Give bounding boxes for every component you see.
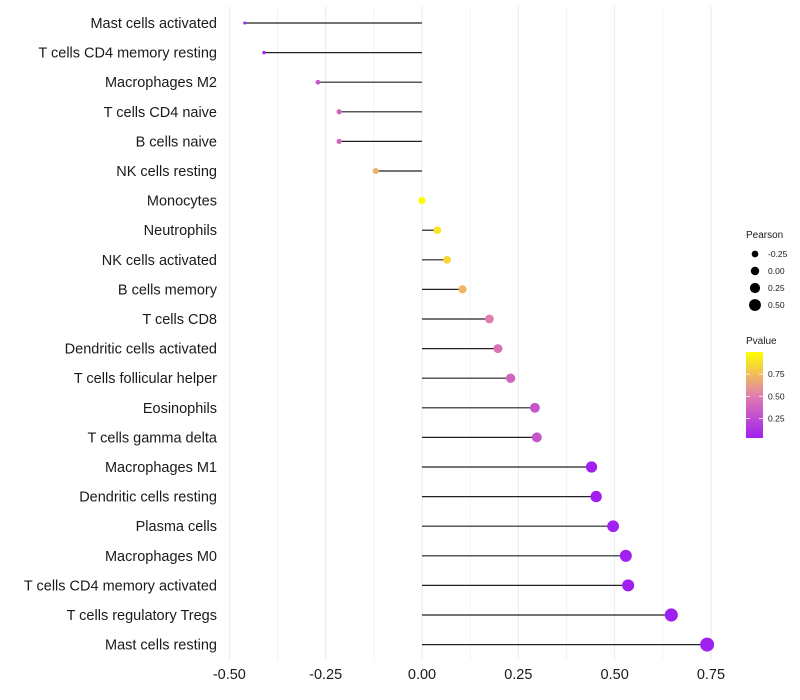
lollipop-point	[505, 373, 516, 383]
category-label: T cells CD4 memory resting	[38, 46, 217, 62]
lollipop-point	[315, 79, 321, 85]
legend: Pearson -0.25 0.00 0.25 0.50 Pvalue 0.25 0.5…	[746, 230, 788, 438]
color-legend-title: Pvalue	[746, 336, 777, 347]
lollipop-point	[622, 579, 635, 592]
lollipop-point	[336, 109, 342, 115]
size-legend-key	[749, 299, 761, 311]
size-legend-label: 0.25	[768, 283, 785, 293]
pvalue-colorbar	[746, 352, 763, 438]
category-label: T cells CD4 naive	[104, 105, 217, 121]
x-tick-label: 0.25	[504, 667, 532, 683]
x-axis-labels: -0.50 -0.25 0.00 0.25 0.50 0.75	[213, 667, 725, 683]
category-label: B cells naive	[136, 134, 217, 150]
category-label: Neutrophils	[144, 223, 217, 239]
category-label: T cells CD8	[142, 312, 217, 328]
category-label: T cells follicular helper	[74, 371, 217, 387]
size-legend-label: 0.50	[768, 300, 785, 310]
category-label: T cells CD4 memory activated	[24, 578, 217, 594]
category-label: NK cells resting	[116, 164, 217, 180]
category-label: T cells gamma delta	[88, 430, 218, 446]
x-tick-label: -0.50	[213, 667, 246, 683]
color-legend-ticks: 0.25 0.50 0.75	[746, 369, 785, 423]
y-axis-labels: Mast cells activated T cells CD4 memory r…	[24, 16, 218, 654]
size-legend-key	[749, 282, 761, 294]
category-label: Monocytes	[147, 194, 217, 210]
size-legend-title: Pearson	[746, 230, 783, 241]
lollipop-point	[700, 637, 715, 652]
lollipop-point	[590, 490, 602, 503]
x-tick-label: 0.50	[601, 667, 629, 683]
category-label: Eosinophils	[143, 401, 217, 417]
lollipop-point	[531, 432, 542, 443]
lollipop-stems	[244, 22, 708, 646]
category-label: Plasma cells	[136, 519, 217, 535]
grid-lines	[228, 6, 712, 660]
lollipop-point	[493, 344, 503, 354]
category-label: NK cells activated	[102, 253, 217, 269]
lollipop-point	[418, 196, 426, 205]
color-legend-label: 0.50	[768, 391, 785, 401]
category-label: T cells regulatory Tregs	[67, 608, 217, 624]
lollipop-point	[372, 167, 379, 175]
x-tick-label: -0.25	[309, 667, 342, 683]
lollipop-point	[336, 138, 342, 145]
lollipop-point	[619, 549, 632, 562]
lollipop-point	[433, 226, 442, 234]
lollipop-point	[485, 314, 494, 324]
size-legend-label: -0.25	[768, 249, 788, 259]
category-label: Macrophages M0	[105, 549, 217, 565]
color-legend-label: 0.75	[768, 369, 785, 379]
lollipop-point	[664, 608, 678, 622]
x-tick-label: 0.00	[408, 667, 436, 683]
lollipop-point	[243, 21, 247, 25]
category-label: Mast cells activated	[90, 16, 217, 32]
lollipop-point	[607, 520, 619, 533]
lollipop-point	[262, 50, 266, 55]
size-legend-key	[750, 266, 760, 276]
category-label: B cells memory	[118, 282, 218, 298]
category-label: Mast cells resting	[105, 638, 217, 654]
category-label: Macrophages M1	[105, 460, 217, 476]
category-label: Dendritic cells resting	[79, 490, 217, 506]
category-label: Macrophages M2	[105, 75, 217, 91]
lollipop-point	[458, 285, 467, 294]
lollipop-point	[529, 402, 540, 413]
size-legend-label: 0.00	[768, 266, 785, 276]
category-label: Dendritic cells activated	[65, 342, 217, 358]
color-legend-label: 0.25	[768, 413, 785, 423]
x-tick-label: 0.75	[697, 667, 725, 683]
size-legend: -0.25 0.00 0.25 0.50	[749, 249, 788, 311]
lollipop-point	[443, 255, 451, 264]
lollipop-points	[243, 21, 715, 652]
lollipop-point	[585, 461, 598, 473]
size-legend-key	[751, 250, 759, 258]
